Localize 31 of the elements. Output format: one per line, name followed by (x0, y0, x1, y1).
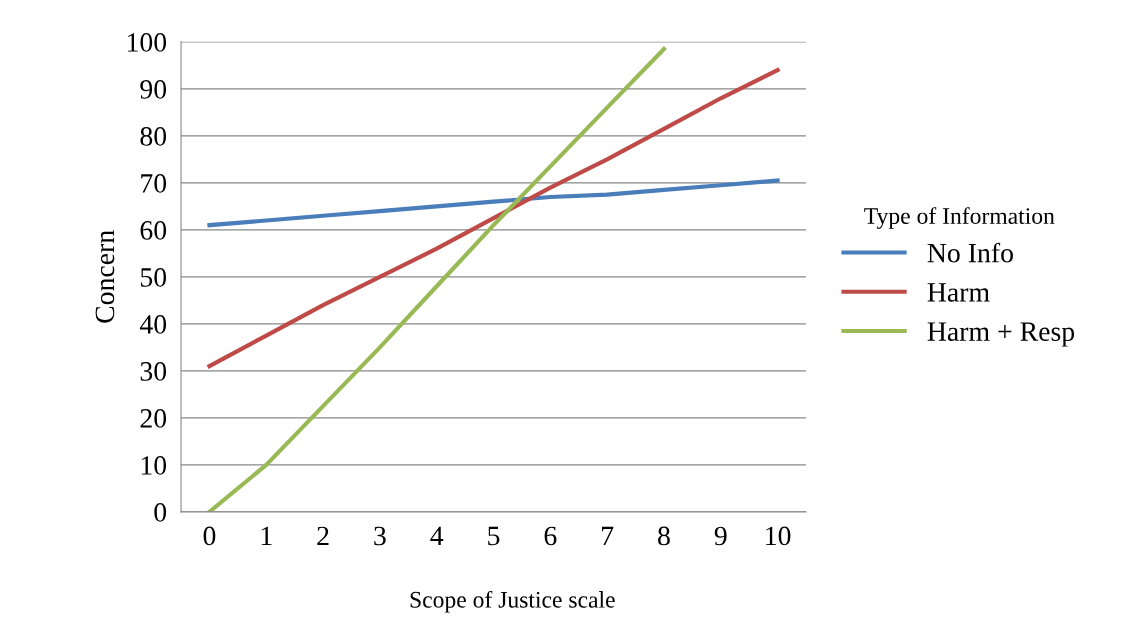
y-tick-label: 10 (141, 456, 167, 475)
x-tick-label: 3 (374, 526, 386, 546)
legend-label: Harm + Resp (927, 322, 1075, 347)
x-tick-label: 1 (261, 526, 272, 546)
y-tick-label: 20 (140, 409, 167, 428)
y-tick-label: 90 (140, 80, 167, 99)
line-series (207, 67, 780, 369)
x-tick-label: 7 (602, 526, 614, 546)
x-tick-label: 0 (203, 526, 216, 546)
y-tick-label: 40 (139, 315, 167, 334)
line-series (207, 46, 667, 512)
x-tick-label: 6 (544, 526, 557, 546)
legend-title: Type of Information (864, 207, 1055, 229)
x-tick-label: 8 (658, 526, 670, 546)
x-tick-label: 4 (430, 526, 444, 546)
y-tick-label: 50 (140, 268, 167, 287)
y-tick-label: 0 (154, 503, 167, 522)
y-tick-label: 60 (140, 221, 167, 240)
y-axis-title: Concern (95, 230, 115, 323)
x-tick-label: 9 (714, 526, 727, 546)
y-tick-label: 30 (140, 362, 167, 381)
y-tick-label: 100 (127, 33, 167, 52)
x-tick-label: 5 (488, 526, 500, 546)
y-tick-label: 70 (141, 174, 167, 193)
y-tick-label: 80 (140, 127, 167, 146)
x-tick-label: 10 (766, 526, 791, 546)
line-series (207, 178, 780, 228)
x-axis-title: Scope of Justice scale (410, 590, 615, 613)
legend-label: No Info (927, 242, 1013, 263)
x-tick-label: 2 (317, 526, 329, 546)
legend-label: Harm (927, 283, 990, 302)
